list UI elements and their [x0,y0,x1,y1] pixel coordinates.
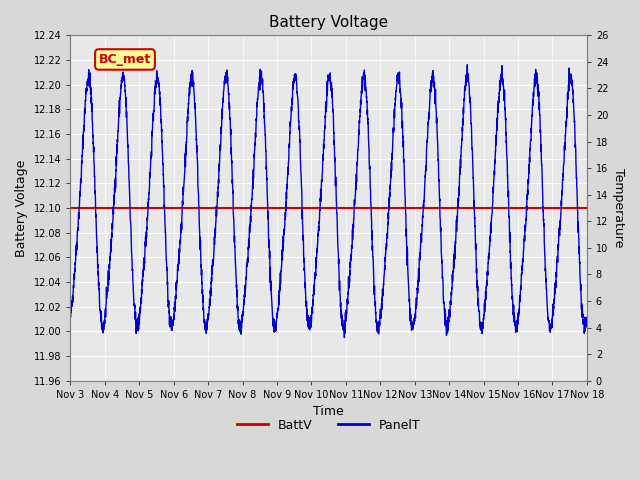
Title: Battery Voltage: Battery Voltage [269,15,388,30]
Y-axis label: Temperature: Temperature [612,168,625,248]
Legend: BattV, PanelT: BattV, PanelT [232,414,426,437]
X-axis label: Time: Time [313,405,344,418]
Y-axis label: Battery Voltage: Battery Voltage [15,159,28,257]
Text: BC_met: BC_met [99,53,151,66]
